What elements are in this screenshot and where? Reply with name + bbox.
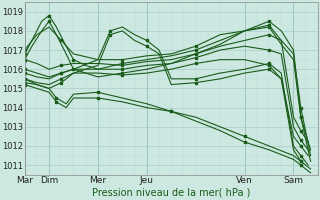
X-axis label: Pression niveau de la mer( hPa ): Pression niveau de la mer( hPa ) [92,188,251,198]
